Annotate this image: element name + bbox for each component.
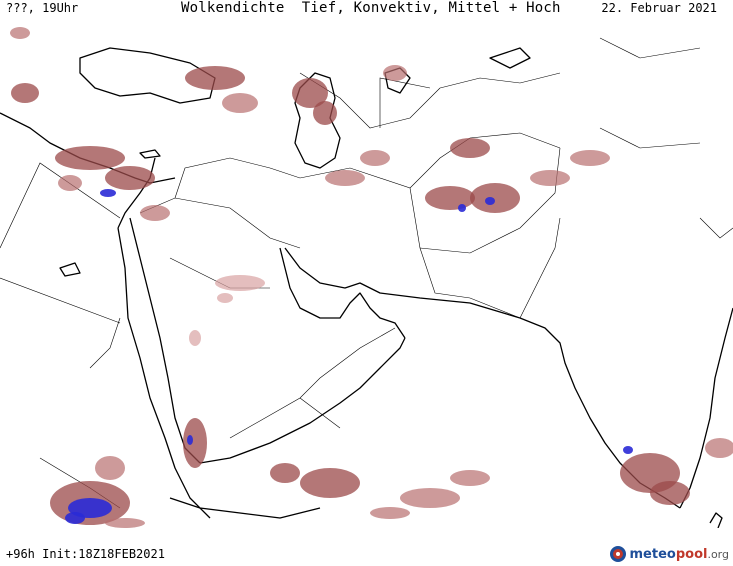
meteopool-logo[interactable]: meteo pool .org [609, 545, 729, 563]
model-run-info: +96h Init:18Z18FEB2021 [6, 547, 165, 561]
cloud-density-map [0, 27, 733, 528]
forecast-date: 22. Februar 2021 [601, 1, 717, 15]
logo-text-pool: pool [675, 546, 708, 562]
valid-time-label: ???, 19Uhr [6, 1, 79, 15]
logo-icon [609, 546, 626, 562]
cloud-patches [10, 27, 733, 528]
logo-text-meteo: meteo [629, 546, 676, 562]
coastlines [0, 47, 733, 528]
logo-text-suffix: .org [707, 547, 729, 561]
convective-cells [65, 189, 633, 524]
country-borders [0, 37, 733, 509]
map-title: Wolkendichte Tief, Konvektiv, Mittel + H… [181, 0, 561, 16]
